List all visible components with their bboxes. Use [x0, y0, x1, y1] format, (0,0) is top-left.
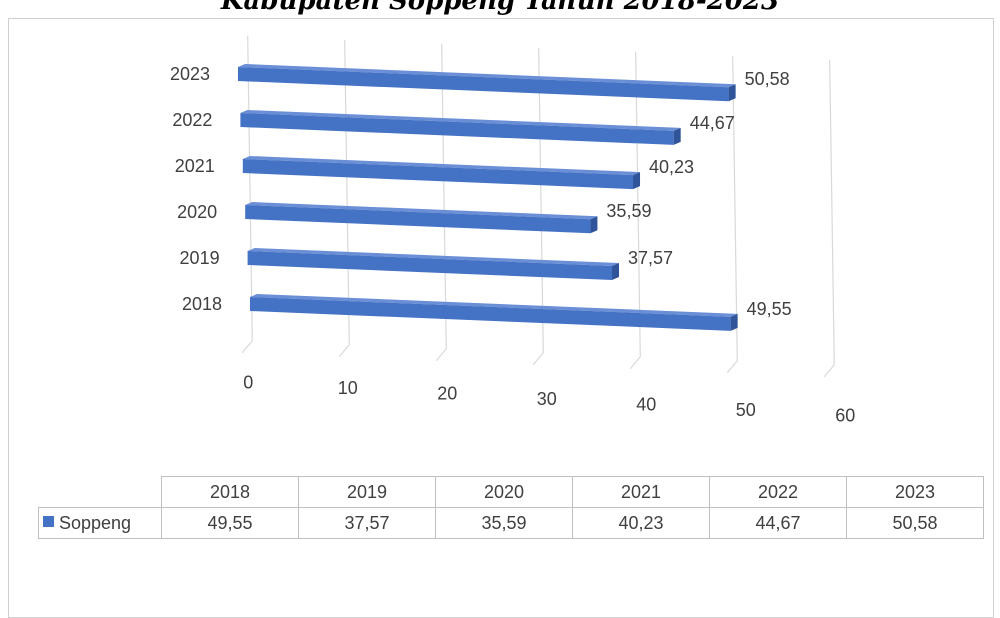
- bar: [242, 159, 634, 190]
- table-header-cell: 2022: [709, 476, 847, 508]
- data-label: 37,57: [628, 248, 673, 268]
- y-category-label: 2023: [170, 64, 210, 84]
- x-tick-label: 10: [338, 378, 358, 398]
- bar-top: [250, 294, 738, 317]
- bar-top: [242, 156, 641, 176]
- bar: [240, 113, 674, 145]
- table-header-cell: 2019: [298, 476, 436, 508]
- data-label: 44,67: [690, 113, 735, 133]
- gridline: [344, 39, 350, 345]
- gridline-floor: [241, 340, 253, 354]
- bar-top: [238, 64, 736, 88]
- legend-label: Soppeng: [59, 512, 132, 533]
- table-header-cell: 2021: [572, 476, 710, 508]
- bar-end: [728, 84, 736, 102]
- legend-cell: Soppeng: [38, 507, 162, 539]
- bar: [245, 205, 591, 234]
- bar-end: [633, 172, 641, 190]
- table-header-cell: 2020: [435, 476, 573, 508]
- gridline: [247, 35, 253, 341]
- gridline-floor: [629, 356, 641, 370]
- table-cell: 40,23: [572, 507, 710, 539]
- data-label: 50,58: [745, 69, 790, 89]
- bar-end: [730, 313, 738, 331]
- gridline-floor: [338, 344, 350, 358]
- table-cell: 50,58: [846, 507, 984, 539]
- bar: [247, 251, 613, 281]
- table-header-cell: 2023: [846, 476, 984, 508]
- table-cell: 35,59: [435, 507, 573, 539]
- table-corner-cell: [38, 476, 162, 508]
- bar-end: [673, 127, 681, 145]
- y-category-label: 2018: [182, 294, 222, 314]
- x-tick-label: 0: [243, 373, 253, 393]
- x-tick-label: 20: [437, 384, 457, 404]
- y-category-label: 2021: [175, 156, 215, 176]
- data-label: 35,59: [606, 201, 651, 221]
- gridline: [441, 43, 447, 349]
- gridline: [829, 59, 835, 365]
- gridline-floor: [823, 364, 835, 378]
- gridline-floor: [435, 348, 447, 362]
- gridline-floor: [726, 360, 738, 374]
- bar: [238, 67, 729, 102]
- y-category-label: 2020: [177, 202, 217, 222]
- table-cell: 49,55: [161, 507, 299, 539]
- x-tick-label: 60: [835, 406, 855, 426]
- data-label: 49,55: [747, 299, 792, 319]
- table-header-row: 2018 2019 2020 2021 2022 2023: [38, 476, 984, 508]
- x-tick-label: 50: [736, 400, 756, 420]
- bar: [250, 297, 731, 331]
- bar-end: [590, 216, 598, 234]
- table-cell: 44,67: [709, 507, 847, 539]
- bar-chart: 0 10 20 30 40 50 60 2018 49,55 2019 37,57 2020 35,59…: [170, 35, 855, 426]
- x-tick-label: 30: [537, 389, 557, 409]
- table-cell: 37,57: [298, 507, 436, 539]
- data-table: 2018 2019 2020 2021 2022 2023 Soppeng 49…: [38, 476, 984, 539]
- gridline-floor: [532, 352, 544, 366]
- bar-top: [240, 110, 681, 131]
- legend-swatch: [43, 516, 54, 528]
- gridline: [732, 55, 738, 361]
- table-header-cell: 2018: [161, 476, 299, 508]
- gridline: [538, 47, 544, 353]
- bar-end: [612, 263, 620, 281]
- y-category-label: 2019: [180, 248, 220, 268]
- x-tick-label: 40: [636, 395, 656, 415]
- gridline: [635, 51, 641, 357]
- data-label: 40,23: [649, 157, 694, 177]
- bar-top: [245, 202, 598, 220]
- y-category-label: 2022: [172, 110, 212, 130]
- table-row: Soppeng 49,55 37,57 35,59 40,23 44,67 50…: [38, 507, 984, 539]
- bar-top: [247, 248, 620, 267]
- chart-title: Kabupaten Soppeng Tahun 2018-2023: [220, 0, 780, 16]
